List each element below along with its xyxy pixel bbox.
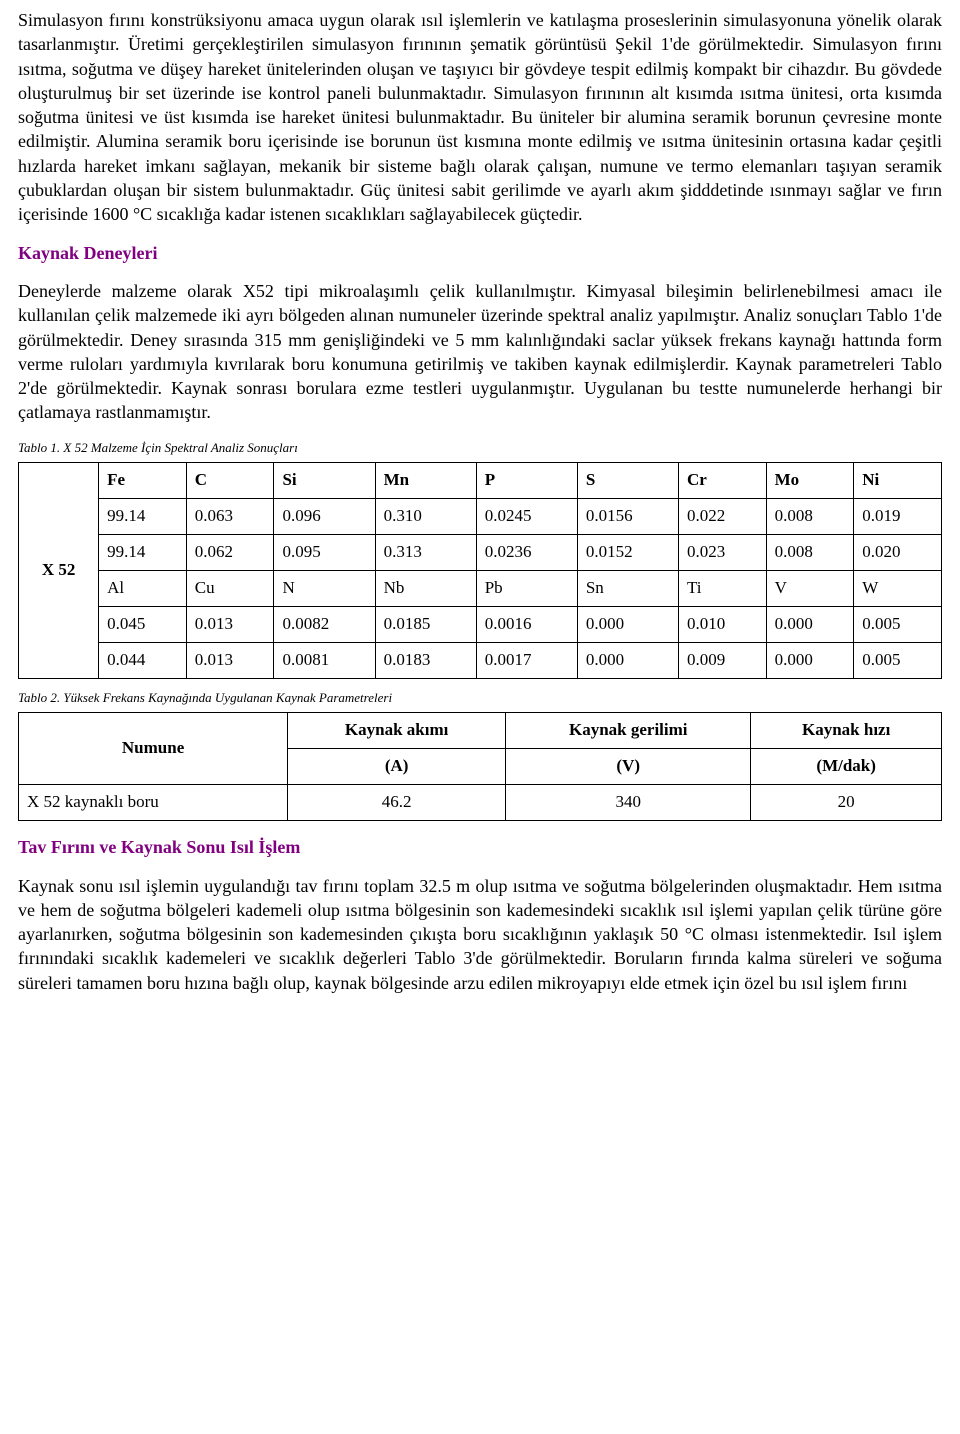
table-cell: 0.0236: [476, 535, 577, 571]
table-row: 0.045 0.013 0.0082 0.0185 0.0016 0.000 0…: [19, 607, 942, 643]
table-header: (A): [288, 749, 506, 785]
table-cell: N: [274, 571, 375, 607]
table-header: Mo: [766, 463, 854, 499]
table-cell: 0.044: [99, 642, 187, 678]
table-cell: 0.0156: [577, 499, 678, 535]
table-row: 0.044 0.013 0.0081 0.0183 0.0017 0.000 0…: [19, 642, 942, 678]
table-cell: 0.020: [854, 535, 942, 571]
table-cell: 99.14: [99, 499, 187, 535]
table-cell: 46.2: [288, 785, 506, 821]
table-header: P: [476, 463, 577, 499]
table-cell: 0.000: [577, 607, 678, 643]
table-cell: 0.063: [186, 499, 274, 535]
table-cell: 0.062: [186, 535, 274, 571]
table2-caption: Tablo 2. Yüksek Frekans Kaynağında Uygul…: [18, 689, 942, 707]
table-cell: 0.0016: [476, 607, 577, 643]
table-cell: 0.0017: [476, 642, 577, 678]
table-row: Al Cu N Nb Pb Sn Ti V W: [19, 571, 942, 607]
table-cell: 0.008: [766, 499, 854, 535]
table-header: C: [186, 463, 274, 499]
table-cell: 0.023: [678, 535, 766, 571]
table-cell: W: [854, 571, 942, 607]
table-cell: Pb: [476, 571, 577, 607]
table-cell: X 52 kaynaklı boru: [19, 785, 288, 821]
table-cell: 0.013: [186, 607, 274, 643]
table-cell: Cu: [186, 571, 274, 607]
table-row: 99.14 0.062 0.095 0.313 0.0236 0.0152 0.…: [19, 535, 942, 571]
table-header: Numune: [19, 713, 288, 785]
table-cell: 340: [506, 785, 751, 821]
table-cell: 0.022: [678, 499, 766, 535]
table-header: Si: [274, 463, 375, 499]
table-kaynak-parametreleri: Numune Kaynak akımı Kaynak gerilimi Kayn…: [18, 712, 942, 821]
table-cell: 0.0082: [274, 607, 375, 643]
table-cell: 0.000: [766, 607, 854, 643]
table-cell: 0.0081: [274, 642, 375, 678]
table-row: X 52 Fe C Si Mn P S Cr Mo Ni: [19, 463, 942, 499]
table-cell: 0.095: [274, 535, 375, 571]
table-header: Kaynak hızı: [751, 713, 942, 749]
table-header: Kaynak gerilimi: [506, 713, 751, 749]
paragraph: Kaynak sonu ısıl işlemin uygulandığı tav…: [18, 874, 942, 995]
table-header: Fe: [99, 463, 187, 499]
section-heading-tav-firini: Tav Fırını ve Kaynak Sonu Isıl İşlem: [18, 835, 942, 859]
table-header: (M/dak): [751, 749, 942, 785]
table-cell: 20: [751, 785, 942, 821]
table-cell: 0.019: [854, 499, 942, 535]
table-header: Ni: [854, 463, 942, 499]
table-cell: 0.013: [186, 642, 274, 678]
table-cell: 0.045: [99, 607, 187, 643]
table-cell: Sn: [577, 571, 678, 607]
table-header: S: [577, 463, 678, 499]
paragraph: Simulasyon fırını konstrüksiyonu amaca u…: [18, 8, 942, 227]
section-heading-kaynak-deneyleri: Kaynak Deneyleri: [18, 241, 942, 265]
table-cell: 0.0245: [476, 499, 577, 535]
table-cell: 0.0152: [577, 535, 678, 571]
table-cell: 0.008: [766, 535, 854, 571]
table-spektral-analiz: X 52 Fe C Si Mn P S Cr Mo Ni 99.14 0.063…: [18, 462, 942, 679]
table-cell: 0.096: [274, 499, 375, 535]
table-row: X 52 kaynaklı boru 46.2 340 20: [19, 785, 942, 821]
table-cell: Nb: [375, 571, 476, 607]
table-row: 99.14 0.063 0.096 0.310 0.0245 0.0156 0.…: [19, 499, 942, 535]
table-cell: 0.005: [854, 642, 942, 678]
table-cell: 0.310: [375, 499, 476, 535]
table-cell: Al: [99, 571, 187, 607]
table-cell: 99.14: [99, 535, 187, 571]
table-cell: V: [766, 571, 854, 607]
table-cell: 0.313: [375, 535, 476, 571]
table-row: Numune Kaynak akımı Kaynak gerilimi Kayn…: [19, 713, 942, 749]
table-header: Kaynak akımı: [288, 713, 506, 749]
table-cell: Ti: [678, 571, 766, 607]
table-rowhead: X 52: [19, 463, 99, 679]
table-header: (V): [506, 749, 751, 785]
table-cell: 0.009: [678, 642, 766, 678]
table1-caption: Tablo 1. X 52 Malzeme İçin Spektral Anal…: [18, 439, 942, 457]
table-cell: 0.010: [678, 607, 766, 643]
table-header: Mn: [375, 463, 476, 499]
table-cell: 0.005: [854, 607, 942, 643]
paragraph: Deneylerde malzeme olarak X52 tipi mikro…: [18, 279, 942, 425]
table-cell: 0.0185: [375, 607, 476, 643]
table-header: Cr: [678, 463, 766, 499]
table-cell: 0.0183: [375, 642, 476, 678]
table-cell: 0.000: [577, 642, 678, 678]
table-cell: 0.000: [766, 642, 854, 678]
